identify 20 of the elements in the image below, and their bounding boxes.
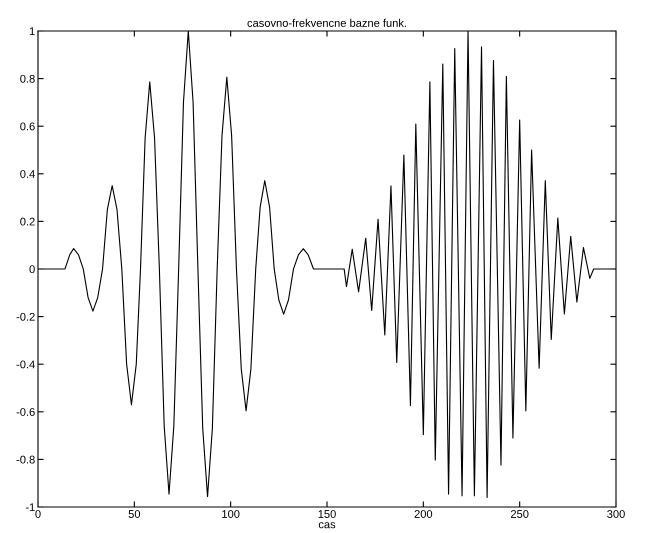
y-tick-label: -0.6: [16, 408, 35, 416]
y-tick-label: 0.4: [20, 170, 35, 178]
y-tick-label: -0.8: [16, 456, 35, 464]
y-tick-label: -1: [26, 503, 35, 512]
y-tick-label: 0.6: [20, 122, 35, 130]
x-tick-label: 200: [414, 510, 432, 518]
x-tick-label: 50: [128, 510, 140, 518]
y-tick-label: 0: [29, 265, 35, 274]
x-tick-label: 0: [35, 510, 41, 518]
x-tick-label: 100: [222, 510, 240, 518]
y-tick-label: 0.8: [20, 74, 35, 83]
y-tick-label: 1: [30, 27, 35, 36]
chart-title: casovno-frekvencne bazne funk.: [247, 18, 406, 27]
y-tick-label: -0.2: [16, 312, 35, 321]
y-tick-label: -0.4: [16, 360, 35, 368]
y-tick-label: 0.2: [20, 218, 35, 226]
x-axis-title: cas: [318, 522, 336, 528]
x-tick-label: 300: [607, 510, 625, 518]
x-tick-label: 250: [510, 510, 528, 518]
x-tick-label: 150: [318, 510, 336, 518]
